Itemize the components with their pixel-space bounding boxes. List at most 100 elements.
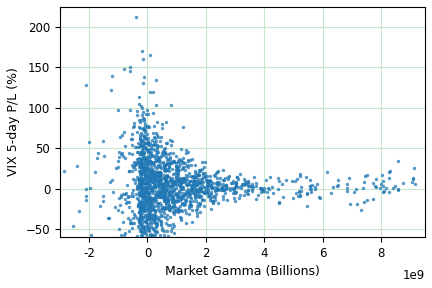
Point <box>212 174 219 179</box>
Point <box>151 191 158 196</box>
Point <box>164 157 171 162</box>
Point <box>179 180 186 184</box>
Point <box>238 181 245 186</box>
Point <box>137 135 144 140</box>
Point <box>203 187 210 192</box>
Point <box>265 186 272 191</box>
Point <box>140 156 147 161</box>
Point <box>357 208 364 213</box>
Point <box>178 194 185 198</box>
Point <box>140 206 146 210</box>
Point <box>153 139 160 143</box>
Point <box>165 199 172 204</box>
Point <box>208 186 215 191</box>
Point <box>163 173 170 178</box>
Point <box>221 176 228 181</box>
Point <box>140 170 147 175</box>
Point <box>137 176 143 181</box>
Point <box>143 181 150 185</box>
Point <box>386 169 393 174</box>
Point <box>135 177 142 181</box>
Point <box>190 190 197 195</box>
Point <box>139 155 146 160</box>
Point <box>265 187 272 191</box>
Point <box>151 171 158 176</box>
Point <box>231 198 238 203</box>
Point <box>160 147 167 151</box>
Point <box>196 188 203 193</box>
Point <box>139 220 146 225</box>
Point <box>173 209 180 213</box>
Point <box>251 175 257 180</box>
Point <box>147 164 154 168</box>
Point <box>189 220 196 225</box>
Point <box>165 166 172 171</box>
Point <box>143 191 150 196</box>
Point <box>175 177 182 181</box>
Point <box>155 158 162 162</box>
Point <box>138 149 145 154</box>
Point <box>140 178 147 183</box>
Point <box>233 190 240 194</box>
Point <box>167 186 174 191</box>
Point <box>145 148 152 152</box>
Point <box>196 180 203 185</box>
Point <box>156 175 162 180</box>
Point <box>184 191 191 196</box>
Point <box>129 190 136 195</box>
Point <box>140 171 146 175</box>
Point <box>156 175 163 179</box>
Point <box>163 206 170 211</box>
Point <box>138 186 145 190</box>
Point <box>141 174 148 178</box>
Point <box>150 177 157 182</box>
Point <box>149 175 156 180</box>
Point <box>141 188 148 192</box>
Point <box>132 213 139 218</box>
Point <box>191 193 198 198</box>
Point <box>143 215 150 219</box>
Point <box>200 198 207 202</box>
Point <box>158 178 165 183</box>
Text: 1e9: 1e9 <box>403 269 425 282</box>
Point <box>201 189 208 194</box>
Point <box>162 146 169 151</box>
Point <box>152 204 159 209</box>
Point <box>141 208 148 213</box>
Point <box>143 190 150 194</box>
Point <box>164 180 171 185</box>
Point <box>183 183 190 187</box>
Point <box>211 198 218 202</box>
Point <box>155 184 162 188</box>
Point <box>141 213 148 217</box>
Point <box>136 229 143 234</box>
Point <box>123 191 130 196</box>
Point <box>161 206 168 211</box>
Point <box>208 190 215 195</box>
Point <box>198 198 205 202</box>
Point <box>171 181 178 185</box>
Point <box>213 187 220 192</box>
Point <box>219 194 226 199</box>
Point <box>161 173 168 177</box>
Point <box>123 200 130 204</box>
Point <box>151 123 158 128</box>
Point <box>99 139 106 144</box>
Point <box>142 196 149 201</box>
Point <box>173 208 180 213</box>
Point <box>142 156 149 161</box>
Point <box>150 135 157 140</box>
Point <box>157 195 164 200</box>
Point <box>121 129 128 134</box>
Point <box>143 207 150 212</box>
Point <box>269 191 276 196</box>
Point <box>164 213 171 217</box>
Point <box>142 190 149 194</box>
Point <box>344 189 351 193</box>
Point <box>359 185 366 190</box>
Point <box>178 215 184 220</box>
Point <box>213 180 219 185</box>
Point <box>144 168 151 173</box>
Point <box>197 169 204 174</box>
Point <box>151 185 158 189</box>
